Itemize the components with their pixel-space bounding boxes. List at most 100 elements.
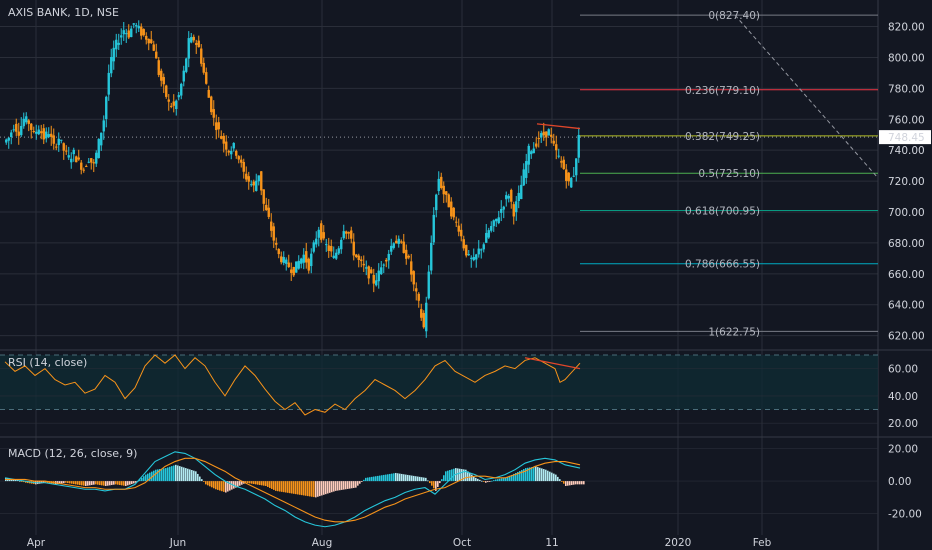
candle-body	[217, 122, 220, 130]
macd-histogram-bar	[417, 476, 419, 482]
candle-body	[492, 220, 495, 227]
macd-histogram-bar	[535, 466, 537, 482]
macd-histogram-bar	[565, 481, 567, 486]
candle-body	[410, 261, 413, 275]
macd-histogram-bar	[391, 473, 393, 482]
macd-histogram-bar	[531, 467, 533, 482]
candle-body	[507, 195, 510, 199]
macd-histogram-bar	[373, 476, 375, 482]
candle-body	[45, 131, 48, 139]
candle-body	[305, 251, 308, 263]
candle-body	[560, 161, 563, 163]
candle-body	[107, 72, 110, 95]
y-tick-label: 740.00	[888, 145, 925, 157]
candle-body	[380, 267, 383, 275]
candle-body	[447, 194, 450, 208]
candle-body	[245, 173, 248, 180]
candle-body	[515, 201, 518, 213]
macd-histogram-bar	[267, 481, 269, 487]
candle-body	[75, 156, 78, 163]
macd-histogram-bar	[517, 471, 519, 482]
rsi-line	[4, 354, 581, 416]
macd-histogram-bar	[123, 481, 125, 486]
candle-body	[230, 150, 233, 155]
macd-histogram-bar	[247, 481, 249, 484]
macd-histogram-bar	[75, 481, 77, 485]
macd-histogram-bar	[25, 481, 27, 483]
candle-body	[15, 123, 18, 132]
macd-histogram-bar	[405, 474, 407, 482]
macd-histogram-bar	[235, 481, 237, 488]
macd-histogram-bar	[87, 481, 89, 486]
candle-body	[347, 232, 350, 234]
candle-body	[70, 158, 73, 163]
candle-body	[195, 43, 198, 45]
fib-level-label: 0.236(779.10)	[685, 85, 760, 97]
candle-body	[477, 248, 480, 255]
macd-histogram-bar	[143, 476, 145, 482]
candle-body	[385, 259, 388, 262]
macd-histogram-bar	[523, 469, 525, 482]
candle-body	[475, 254, 478, 260]
macd-histogram-bar	[291, 481, 293, 494]
candle-body	[185, 58, 188, 72]
candle-body	[542, 131, 545, 136]
macd-histogram-bar	[249, 481, 251, 484]
macd-histogram-bar	[43, 481, 45, 484]
macd-histogram-bar	[407, 474, 409, 482]
macd-histogram-bar	[149, 472, 151, 482]
candle-body	[170, 105, 173, 107]
macd-histogram-bar	[165, 468, 167, 482]
macd-histogram-bar	[67, 481, 69, 484]
macd-histogram-bar	[385, 474, 387, 482]
macd-histogram-bar	[435, 481, 437, 491]
candle-body	[65, 150, 68, 152]
candle-body	[472, 257, 475, 261]
candle-body	[282, 257, 285, 263]
macd-histogram-bar	[17, 480, 19, 482]
macd-histogram-bar	[61, 481, 63, 484]
macd-histogram-bar	[45, 481, 47, 483]
macd-tick-label: 0.00	[888, 476, 911, 488]
macd-histogram-bar	[479, 479, 481, 482]
macd-histogram-bar	[583, 481, 585, 485]
macd-histogram-bar	[321, 481, 323, 496]
macd-histogram-bar	[509, 475, 511, 482]
macd-histogram-bar	[221, 481, 223, 492]
candle-body	[435, 194, 438, 211]
candle-body	[572, 175, 575, 177]
candle-body	[257, 175, 260, 182]
candle-body	[522, 169, 525, 186]
x-tick-label: Feb	[753, 537, 772, 549]
macd-histogram-bar	[299, 481, 301, 495]
macd-histogram-bar	[551, 472, 553, 482]
macd-histogram-bar	[463, 469, 465, 482]
candle-body	[235, 150, 238, 156]
macd-histogram-bar	[577, 481, 579, 485]
macd-histogram-bar	[515, 472, 517, 482]
macd-histogram-bar	[145, 474, 147, 482]
candle-body	[32, 130, 35, 132]
x-tick-label: 11	[545, 537, 558, 549]
macd-histogram-bar	[353, 481, 355, 488]
macd-histogram-bar	[209, 481, 211, 487]
candle-body	[497, 217, 500, 224]
macd-histogram-bar	[63, 481, 65, 484]
candle-body	[117, 42, 120, 45]
macd-histogram-bar	[541, 468, 543, 482]
candle-body	[337, 248, 340, 254]
macd-histogram-bar	[499, 478, 501, 482]
candle-body	[340, 239, 343, 250]
candle-body	[290, 269, 293, 273]
macd-histogram-bar	[477, 478, 479, 482]
macd-tick-label: 20.00	[888, 444, 918, 456]
macd-title: MACD (12, 26, close, 9)	[8, 447, 137, 460]
macd-histogram-bar	[371, 476, 373, 482]
macd-histogram-bar	[269, 481, 271, 488]
macd-histogram-bar	[261, 481, 263, 486]
candle-body	[480, 249, 483, 251]
macd-histogram-bar	[297, 481, 299, 495]
y-tick-label: 760.00	[888, 114, 925, 126]
macd-histogram-bar	[59, 481, 61, 484]
